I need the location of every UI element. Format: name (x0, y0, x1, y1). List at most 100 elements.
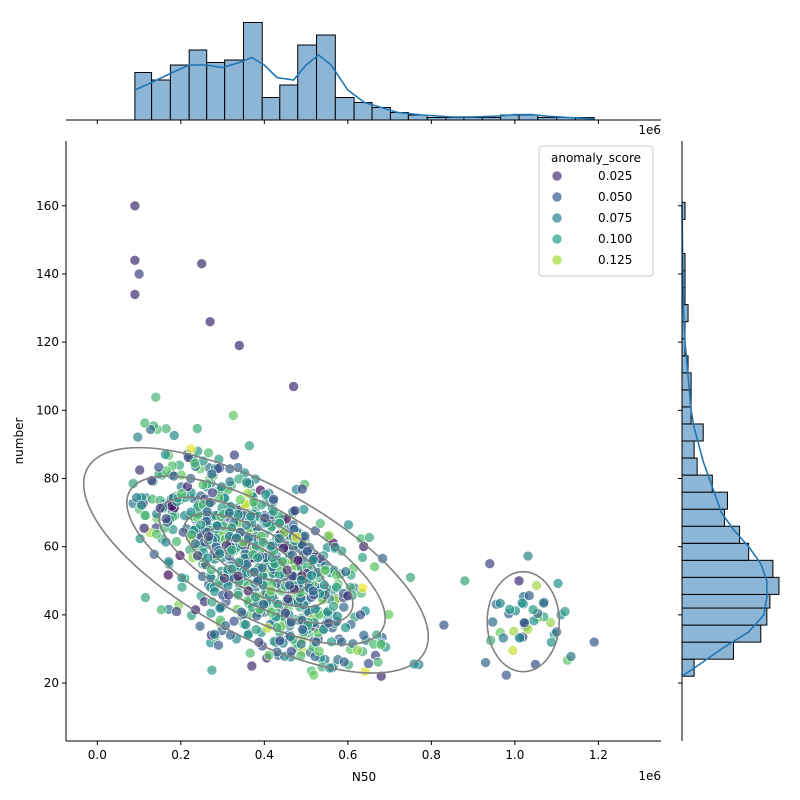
legend-marker (551, 191, 563, 203)
right-hist-bar (681, 624, 762, 643)
scatter-point (214, 548, 225, 559)
scatter-point (497, 632, 509, 644)
top-hist-bar (151, 79, 171, 121)
scatter-point (508, 625, 520, 637)
top-hist-bar (353, 102, 373, 121)
scatter-point (229, 449, 240, 461)
right-hist-bar (681, 607, 768, 626)
scatter-point (405, 572, 416, 583)
scatter-point (295, 638, 307, 650)
scatter-point (302, 545, 313, 557)
scatter-point (340, 622, 351, 633)
scatter-point (358, 541, 370, 552)
y-tick-label: 80 (44, 472, 59, 486)
scatter-point (375, 639, 387, 650)
scatter-point (369, 561, 380, 573)
top-hist-bar (134, 72, 153, 121)
scatter-point (363, 658, 374, 669)
kde-contour-line (205, 527, 307, 594)
top-hist-bar (297, 44, 318, 121)
legend: anomaly_score 0.025 0.050 0.075 0.100 0.125 (538, 145, 654, 277)
scatter-point (139, 417, 151, 429)
right-hist-bar (681, 658, 695, 677)
scatter-point (133, 268, 145, 280)
right-marginal-histogram (678, 141, 780, 741)
top-hist-bar (316, 34, 336, 121)
right-hist-bar (681, 508, 725, 527)
y-tick-label: 40 (44, 608, 59, 622)
scatter-point (343, 519, 354, 531)
scatter-point (241, 476, 252, 488)
right-kde-line (681, 205, 768, 677)
scatter-point (438, 619, 450, 631)
scatter-point (176, 581, 188, 593)
y-tick-label: 100 (36, 403, 59, 417)
scatter-point (285, 645, 297, 657)
marginal-offset-text: 1e6 (638, 123, 661, 137)
scatter-point (530, 659, 541, 670)
legend-label: 0.075 (598, 211, 632, 225)
right-hist-bar (681, 525, 741, 544)
scatter-point (228, 615, 240, 627)
scatter-point (288, 381, 299, 392)
kde-contour-line (126, 475, 386, 646)
scatter-point (484, 558, 496, 570)
x-tick-label: 0.6 (338, 748, 357, 762)
top-hist-bar (206, 62, 226, 121)
scatter-point (358, 629, 370, 641)
scatter-point (306, 570, 318, 581)
scatter-point (226, 544, 238, 556)
top-hist-bar (242, 22, 263, 121)
top-hist-bar (188, 49, 208, 121)
scatter-point (319, 564, 331, 576)
right-hist-bar (681, 641, 735, 660)
scatter-point (531, 580, 542, 591)
axes: 0.0 0.2 0.4 0.6 0.8 1.0 1.2 20 40 60 80 100 120 140 16… (36, 141, 661, 762)
scatter-point (383, 609, 395, 620)
scatter-point (377, 553, 388, 564)
x-axis-label: N50 (352, 770, 376, 784)
right-hist-bar (681, 406, 692, 425)
scatter-point (326, 636, 337, 648)
scatter-point (522, 550, 534, 562)
kde-contour-line (82, 446, 430, 674)
scatter-point (331, 581, 343, 593)
scatter-point (240, 619, 251, 630)
scatter-point (298, 504, 310, 515)
top-hist-bar (224, 59, 244, 121)
x-tick-label: 0.4 (255, 748, 274, 762)
scatter-point (192, 550, 203, 562)
scatter-point (277, 556, 288, 567)
scatter-point (538, 597, 549, 609)
legend-label: 0.025 (598, 169, 632, 183)
scatter-point (494, 597, 506, 609)
scatter-point (250, 624, 262, 635)
kde-contour-line (158, 496, 354, 625)
scatter-point (195, 519, 206, 531)
scatter-point (551, 626, 562, 638)
scatter-point (197, 479, 209, 491)
scatter-point (129, 289, 141, 300)
scatter-point (282, 593, 294, 605)
legend-marker (551, 212, 563, 224)
legend-marker (551, 233, 563, 245)
scatter-point (372, 656, 384, 668)
scatter-point (171, 536, 182, 547)
scatter-point (139, 510, 151, 521)
scatter-point (352, 645, 363, 656)
scatter-point (552, 578, 564, 589)
scatter-point (559, 606, 571, 617)
legend-frame (538, 145, 654, 277)
x-tick-label: 0.0 (88, 748, 107, 762)
scatter-point (274, 635, 286, 647)
right-hist-bar (681, 423, 704, 442)
scatter-point (160, 423, 172, 435)
scatter-point (204, 316, 216, 328)
top-hist-bar (334, 97, 355, 121)
right-hist-bar (681, 542, 750, 561)
x-tick-label: 0.2 (171, 748, 190, 762)
scatter-point (189, 457, 201, 469)
scatter-point (138, 522, 150, 534)
scatter-point (268, 493, 279, 505)
